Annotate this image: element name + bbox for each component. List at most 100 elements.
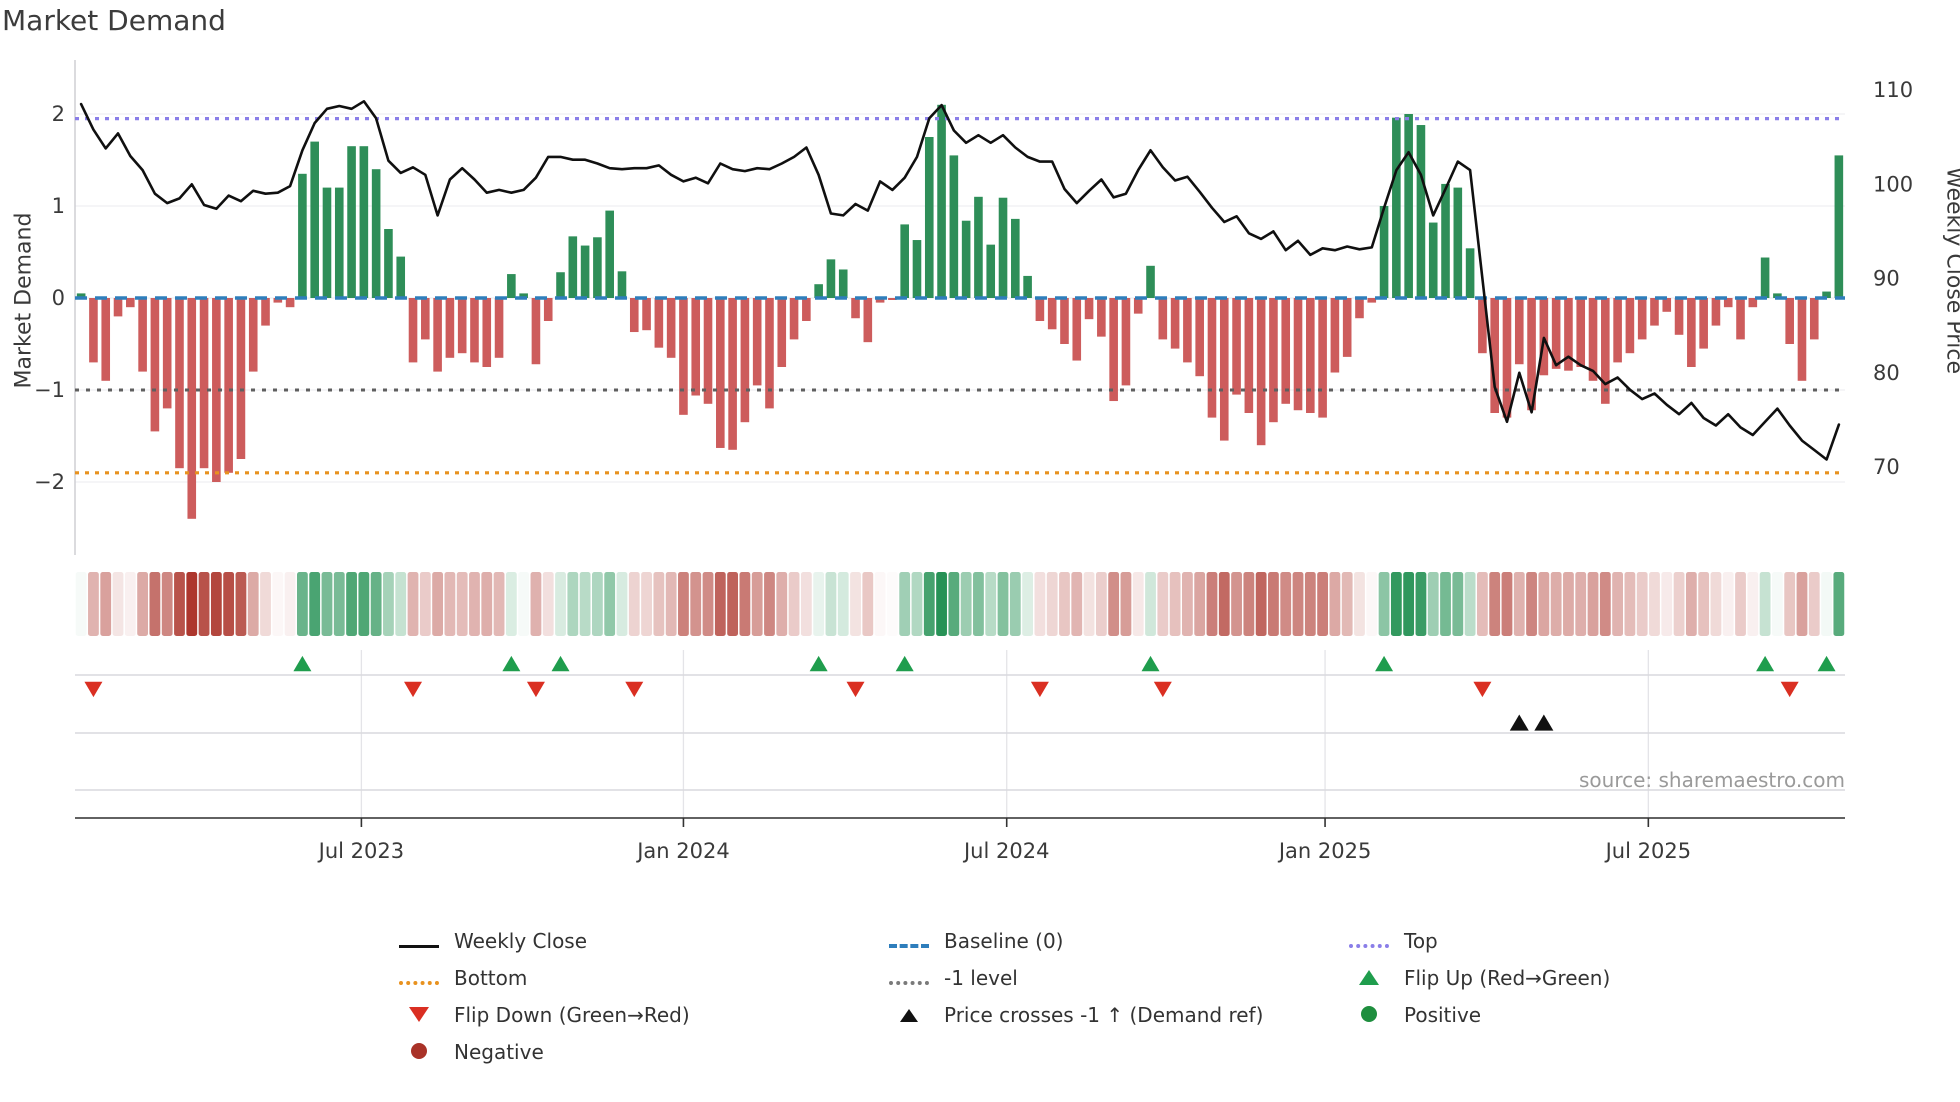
legend-marker-dot-orange-icon — [398, 966, 440, 990]
line-black-icon — [399, 944, 439, 948]
heatmap-cell — [1255, 572, 1267, 636]
heatmap-cell — [1034, 572, 1046, 636]
heatmap-cell — [1513, 572, 1525, 636]
right-tick-label: 100 — [1873, 172, 1913, 196]
demand-bar — [1416, 125, 1426, 298]
heatmap-cell — [1268, 572, 1279, 636]
demand-bar — [1342, 298, 1352, 357]
flip-down-marker — [84, 681, 103, 698]
demand-bar — [1625, 298, 1635, 354]
heatmap-cell — [1304, 572, 1316, 636]
demand-bar — [1219, 298, 1229, 441]
legend-marker-tri-up-black-icon — [888, 1003, 930, 1027]
demand-bar — [1355, 298, 1364, 319]
heatmap-cell — [1132, 572, 1144, 636]
heatmap-cell — [727, 572, 739, 636]
demand-bar — [654, 298, 664, 348]
demand-bar — [1551, 298, 1561, 369]
demand-bar — [1367, 298, 1377, 303]
heatmap-cell — [358, 572, 370, 636]
heatmap-cell — [1415, 572, 1427, 636]
heatmap-cell — [186, 572, 198, 636]
heatmap-cell — [751, 572, 763, 636]
heatmap-cell — [1157, 572, 1169, 636]
heatmap-cell — [850, 572, 861, 636]
demand-bar — [1687, 298, 1696, 367]
flip-down-marker — [625, 681, 644, 698]
demand-bar — [752, 298, 762, 386]
heatmap-cell — [1009, 572, 1021, 636]
heatmap-cell — [456, 572, 468, 636]
heatmap-cell — [174, 572, 185, 636]
heatmap-cell — [1046, 572, 1058, 636]
heatmap-cell — [1145, 572, 1156, 636]
heatmap-cell — [1181, 572, 1193, 636]
demand-bar — [371, 169, 381, 298]
legend-item: -1 level — [888, 959, 1263, 996]
flip-up-marker — [809, 655, 828, 672]
demand-bar — [1097, 298, 1106, 337]
legend-marker-tri-up-green-icon — [1348, 966, 1390, 990]
legend-label: -1 level — [944, 965, 1018, 990]
heatmap-cell — [112, 572, 124, 636]
heatmap-cell — [1833, 572, 1845, 636]
demand-bar — [507, 274, 516, 298]
heatmap-cell — [837, 572, 849, 636]
demand-bar — [900, 224, 909, 298]
heatmap-cell — [518, 572, 530, 636]
flip-up-marker — [895, 655, 914, 672]
demand-bar — [273, 298, 283, 303]
heatmap-cell — [1821, 572, 1832, 636]
demand-bar — [875, 298, 885, 303]
heatmap-cell — [800, 572, 812, 636]
demand-bar — [1809, 298, 1819, 340]
demand-bar — [347, 146, 356, 298]
heatmap-cell — [1796, 572, 1808, 636]
heatmap-cell — [530, 572, 542, 636]
demand-bar — [679, 298, 688, 415]
heatmap-cell — [124, 572, 136, 636]
heatmap-cell — [1218, 572, 1230, 636]
demand-bar — [285, 298, 295, 308]
heatmap-cell — [936, 572, 947, 636]
heatmap-cell — [198, 572, 210, 636]
left-tick-label: 1 — [52, 194, 65, 218]
heatmap-cell — [653, 572, 665, 636]
heatmap-cell — [665, 572, 677, 636]
demand-bar — [1527, 298, 1536, 411]
circle-darkred-icon — [411, 1042, 427, 1059]
heatmap-cell — [628, 572, 640, 636]
heatmap-cell — [247, 572, 259, 636]
heatmap-cell — [1649, 572, 1660, 636]
x-tick-label: Jul 2023 — [317, 839, 404, 863]
flip-up-marker — [1756, 655, 1775, 672]
price-cross-marker — [1534, 714, 1554, 731]
heatmap-cell — [481, 572, 493, 636]
demand-bar — [1748, 298, 1758, 308]
tri-up-black-icon — [900, 1008, 918, 1022]
flip-down-marker — [404, 681, 423, 698]
demand-bar — [826, 259, 836, 298]
demand-bar — [1478, 298, 1487, 354]
demand-bar — [961, 220, 971, 298]
left-tick-label: 2 — [52, 102, 65, 126]
heatmap-cell — [469, 572, 480, 636]
demand-bar — [740, 298, 750, 423]
demand-bar — [617, 271, 627, 298]
legend-item: Baseline (0) — [888, 922, 1263, 959]
heatmap-cell — [444, 572, 456, 636]
legend-label: Flip Up (Red→Green) — [1404, 965, 1611, 990]
heatmap-cell — [296, 572, 308, 636]
flip-up-marker — [1817, 655, 1836, 672]
heatmap-cell — [702, 572, 714, 636]
demand-bar — [89, 298, 98, 363]
demand-bar — [482, 298, 492, 367]
demand-bar — [162, 298, 172, 409]
price-cross-marker — [1509, 714, 1529, 731]
source-credit: source: sharemaestro.com — [1579, 768, 1845, 792]
legend-column: Baseline (0) -1 level Price crosses -1 ↑ (… — [888, 922, 1263, 1033]
demand-bar — [924, 137, 934, 298]
heatmap-cell — [1526, 572, 1537, 636]
demand-bar — [1773, 293, 1782, 298]
demand-bar — [556, 272, 565, 298]
